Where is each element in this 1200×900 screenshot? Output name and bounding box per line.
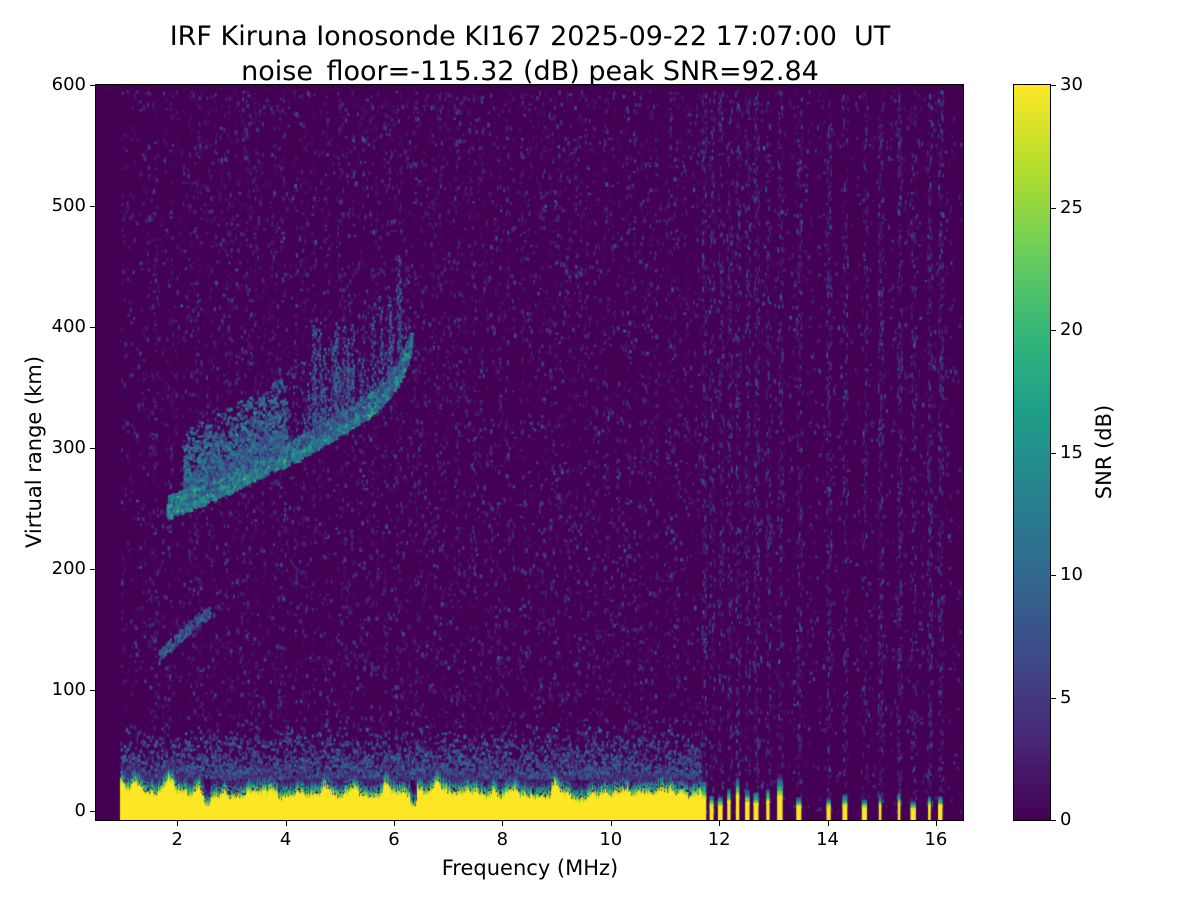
y-tick-label: 500 — [51, 194, 86, 216]
y-tick-mark — [90, 205, 96, 207]
y-tick-label: 300 — [51, 436, 86, 458]
x-tick-label: 14 — [816, 829, 839, 850]
colorbar-tick-label: 0 — [1060, 809, 1072, 830]
y-tick-label: 100 — [51, 678, 86, 700]
x-axis-label: Frequency (MHz) — [441, 856, 619, 880]
x-tick-label: 2 — [171, 829, 183, 850]
x-tick-mark — [394, 820, 396, 826]
x-tick-label: 10 — [599, 829, 623, 850]
y-tick-label: 0 — [74, 799, 86, 821]
x-tick-mark — [827, 820, 829, 826]
y-tick-mark — [90, 689, 96, 691]
colorbar-tick-mark — [1050, 697, 1056, 699]
y-tick-mark — [90, 810, 96, 812]
x-tick-mark — [935, 820, 937, 826]
chart-title: IRF Kiruna Ionosonde KI167 2025-09-22 17… — [169, 21, 891, 52]
y-tick-label: 200 — [51, 557, 86, 579]
y-tick-mark — [90, 568, 96, 570]
colorbar-tick-label: 15 — [1060, 441, 1083, 463]
colorbar-tick-label: 5 — [1060, 686, 1072, 708]
colorbar-tick-label: 10 — [1060, 564, 1083, 585]
x-tick-mark — [502, 820, 504, 826]
colorbar-tick-label: 20 — [1060, 319, 1083, 340]
colorbar-tick-mark — [1050, 330, 1056, 331]
y-tick-mark — [90, 447, 96, 449]
x-tick-mark — [719, 820, 721, 826]
colorbar-tick-mark — [1050, 85, 1056, 86]
y-tick-label: 400 — [51, 315, 86, 337]
colorbar-tick-label: 25 — [1060, 196, 1083, 218]
ionogram-heatmap-canvas — [96, 85, 963, 820]
x-tick-label: 6 — [388, 829, 400, 850]
x-tick-mark — [177, 820, 179, 826]
colorbar-tick-mark — [1050, 207, 1056, 209]
chart-subtitle: noise_floor=-115.32 (dB) peak SNR=92.84 — [241, 56, 819, 87]
y-tick-mark — [90, 85, 96, 86]
colorbar-tick-mark — [1050, 820, 1056, 821]
x-tick-mark — [610, 820, 612, 826]
x-tick-label: 8 — [496, 829, 509, 850]
colorbar-tick-mark — [1050, 575, 1056, 576]
plot-area — [95, 84, 964, 821]
x-tick-label: 4 — [279, 829, 292, 850]
colorbar — [1013, 84, 1051, 821]
y-tick-label: 600 — [51, 74, 86, 95]
colorbar-tick-label: 30 — [1060, 74, 1083, 95]
colorbar-tick-mark — [1050, 452, 1056, 454]
x-tick-mark — [285, 820, 287, 826]
x-tick-label: 16 — [924, 829, 948, 850]
x-tick-label: 12 — [707, 829, 731, 850]
y-tick-mark — [90, 326, 96, 328]
